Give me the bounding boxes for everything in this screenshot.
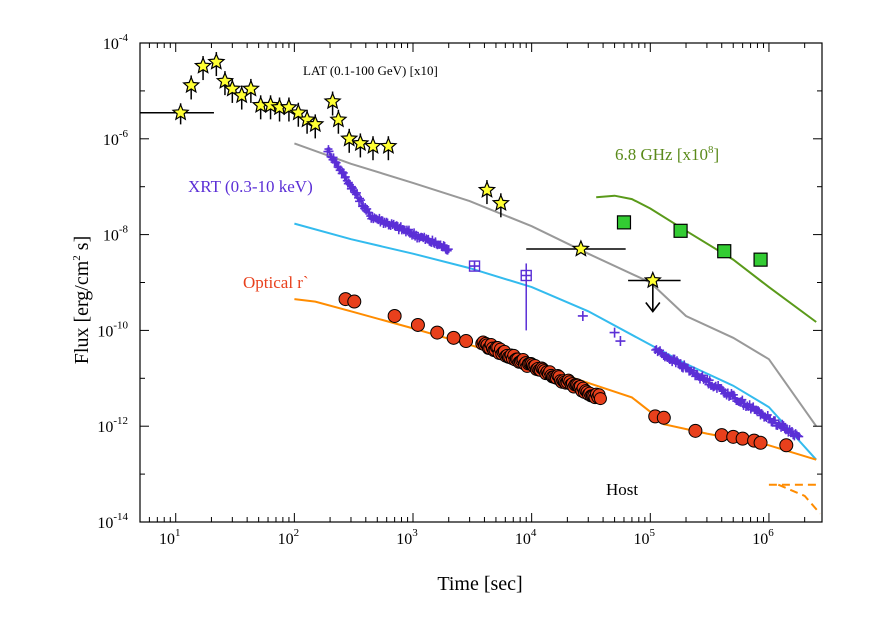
optical-point (446, 330, 461, 345)
optical-point (714, 428, 729, 443)
optical-point (779, 438, 794, 453)
x-tick-label: 104 (515, 527, 537, 548)
xrt-point (356, 194, 365, 203)
x-tick-label: 103 (396, 527, 418, 548)
optical-point (735, 431, 750, 446)
xrt-point (347, 182, 356, 191)
model-line (294, 142, 818, 427)
lat-point (171, 103, 190, 121)
xrt-point (329, 153, 338, 162)
lat-point (182, 75, 201, 94)
xrt-point (615, 336, 626, 347)
y-tick-label: 10-10 (97, 319, 128, 340)
y-axis-title-exp: 2 (71, 255, 83, 261)
lat-point (323, 91, 342, 110)
host-line (777, 483, 821, 515)
y-tick-label: 10-4 (103, 32, 129, 53)
annotation-optical: Optical r` (243, 273, 309, 292)
y-tick-label: 10-8 (103, 224, 129, 245)
xrt-point (609, 327, 620, 338)
xrt-point (521, 270, 532, 281)
lat-point (193, 56, 213, 74)
xrt-point (338, 168, 347, 177)
xrt-point (341, 172, 350, 181)
radio-point (717, 244, 732, 259)
lat-point (363, 136, 383, 154)
x-tick-label: 105 (634, 527, 656, 548)
lat-point (241, 79, 260, 97)
xrt-point (757, 409, 766, 418)
y-tick-label: 10-14 (97, 511, 128, 532)
xrt-point (444, 245, 453, 254)
annotation-lat: LAT (0.1-100 GeV) [x10] (303, 63, 438, 78)
lat-point (477, 180, 497, 198)
xrt-point (676, 359, 685, 368)
optical-point (593, 392, 607, 406)
xrt-point (357, 196, 366, 205)
annotation-radio-base: 6.8 GHz [x10 (615, 145, 708, 164)
lat-point (571, 239, 590, 257)
optical-point (656, 410, 671, 425)
radio-point (616, 215, 632, 230)
upper-limit-arrow (645, 302, 661, 313)
radio-point (673, 223, 688, 238)
axis-ticks: 101 102 103 104 105 106 10-14 10-12 10-10 10-8 10-… (97, 32, 822, 548)
x-tick-label: 101 (159, 527, 181, 548)
y-axis-title: Flux [erg/cm2 s] (71, 236, 93, 364)
xrt-point (332, 158, 341, 167)
lat-point (643, 270, 662, 289)
xrt-point (795, 432, 804, 441)
x-tick-label: 102 (278, 527, 300, 548)
lat-point (207, 52, 226, 70)
lat-point (215, 71, 235, 89)
model-lines (294, 142, 821, 515)
xrt-point (729, 390, 738, 399)
lat-point (351, 133, 370, 152)
lat-point (289, 103, 308, 121)
xrt-point (705, 376, 714, 385)
model-line (294, 298, 817, 461)
annotation-host: Host (606, 480, 638, 499)
xrt-point (443, 246, 452, 255)
data-points (140, 52, 804, 453)
xrt-point (469, 261, 480, 272)
lat-point (223, 79, 242, 97)
optical-point (753, 435, 768, 450)
annotation-radio-exp: 8 (708, 144, 714, 156)
lat-point (306, 114, 325, 133)
optical-point (430, 325, 445, 340)
radio-point (753, 252, 768, 267)
lat-point (379, 136, 398, 154)
xrt-point (325, 147, 334, 156)
optical-point (688, 423, 703, 438)
model-line (294, 222, 817, 461)
lat-point (329, 110, 348, 128)
optical-point (347, 294, 362, 309)
y-tick-label: 10-6 (103, 128, 129, 149)
lat-point (491, 193, 510, 212)
optical-point (459, 334, 474, 349)
optical-point (387, 308, 402, 323)
annotation-xrt: XRT (0.3-10 keV) (188, 177, 313, 196)
optical-point (410, 317, 425, 332)
annotation-radio-suffix: ] (714, 145, 720, 164)
x-axis-title: Time [sec] (437, 573, 522, 595)
xrt-point (778, 419, 787, 428)
x-tick-label: 106 (752, 527, 774, 548)
xrt-point (440, 241, 449, 250)
xrt-point (439, 241, 448, 250)
xrt-point (577, 310, 588, 321)
xrt-point (738, 395, 747, 404)
model-line (596, 194, 817, 323)
xrt-point (352, 188, 361, 197)
y-tick-label: 10-12 (97, 415, 128, 436)
annotation-radio: 6.8 GHz [x108] (615, 144, 719, 164)
